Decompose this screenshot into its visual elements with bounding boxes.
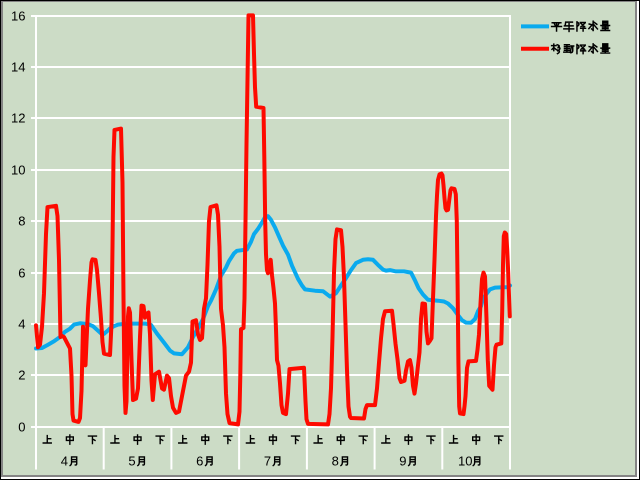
svg-text:4: 4 bbox=[18, 317, 25, 332]
svg-text:4: 4 bbox=[61, 454, 68, 469]
svg-text:2: 2 bbox=[18, 368, 25, 383]
svg-text:8: 8 bbox=[332, 454, 339, 469]
svg-text:14: 14 bbox=[11, 60, 25, 75]
svg-text:16: 16 bbox=[11, 9, 25, 24]
svg-text:7: 7 bbox=[264, 454, 271, 469]
svg-text:12: 12 bbox=[11, 111, 25, 126]
svg-text:6: 6 bbox=[196, 454, 203, 469]
svg-text:10: 10 bbox=[458, 454, 472, 469]
svg-text:8: 8 bbox=[18, 214, 25, 229]
svg-text:10: 10 bbox=[11, 163, 25, 178]
svg-text:5: 5 bbox=[128, 454, 135, 469]
svg-text:0: 0 bbox=[18, 420, 25, 435]
svg-text:6: 6 bbox=[18, 266, 25, 281]
svg-text:9: 9 bbox=[399, 454, 406, 469]
